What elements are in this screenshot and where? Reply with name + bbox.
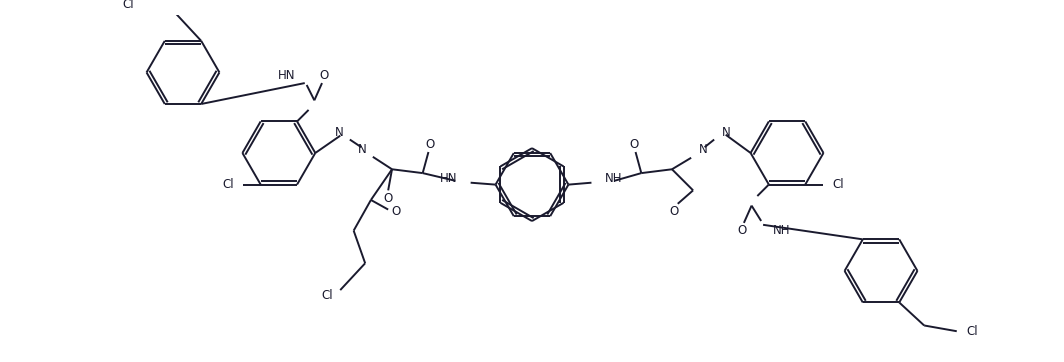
Text: O: O [629,138,638,151]
Text: Cl: Cl [321,289,333,302]
Text: O: O [737,224,747,237]
Text: HN: HN [439,172,458,185]
Text: O: O [383,191,393,205]
Text: Cl: Cl [966,325,978,338]
Text: O: O [669,205,679,218]
Text: HN: HN [278,69,295,82]
Text: N: N [699,143,708,156]
Text: NH: NH [604,172,622,185]
Text: Cl: Cl [122,0,134,11]
Text: NH: NH [772,224,791,237]
Text: O: O [319,69,329,82]
Text: N: N [359,143,367,156]
Text: O: O [392,205,400,218]
Text: Cl: Cl [222,178,234,191]
Text: N: N [721,126,731,139]
Text: N: N [335,126,344,139]
Text: Cl: Cl [832,178,844,191]
Text: O: O [426,138,435,151]
